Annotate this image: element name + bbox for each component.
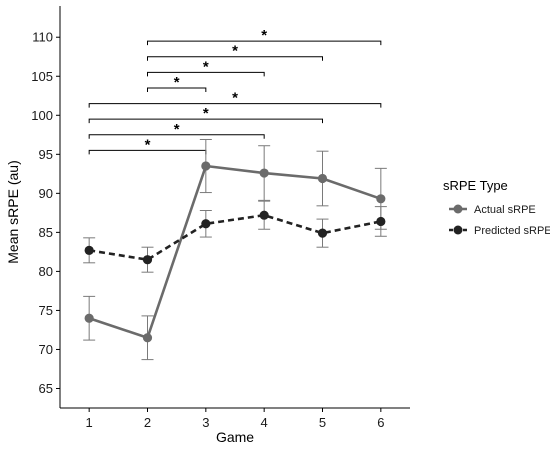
actual-srpe-point xyxy=(142,333,153,343)
legend-label-predicted: Predicted sRPE xyxy=(474,225,550,237)
significance-bracket xyxy=(88,103,382,108)
significance-star: * xyxy=(203,58,209,75)
significance-bracket xyxy=(147,87,207,92)
predicted-srpe-point xyxy=(259,210,269,220)
actual-srpe-point xyxy=(259,168,269,178)
y-tick-label: 105 xyxy=(31,69,53,84)
actual-srpe-point xyxy=(376,194,386,204)
predicted-srpe-point xyxy=(142,255,153,265)
y-tick-label: 65 xyxy=(39,381,53,396)
significance-bracket xyxy=(147,40,382,46)
significance-star: * xyxy=(145,136,151,153)
significance-star: * xyxy=(203,105,209,122)
predicted-srpe-point xyxy=(317,228,328,238)
y-tick-label: 90 xyxy=(39,186,53,201)
significance-bracket xyxy=(88,118,323,124)
actual-srpe-point xyxy=(201,161,211,171)
y-tick-label: 110 xyxy=(32,30,53,45)
y-ticks: 65 70 75 80 85 90 95 100 105 110 xyxy=(31,30,60,396)
y-axis-title: Mean sRPE (au) xyxy=(5,160,21,263)
significance-bracket xyxy=(147,56,323,61)
x-tick-label: 2 xyxy=(144,415,151,430)
y-tick-label: 85 xyxy=(39,225,53,240)
legend-key-predicted-point xyxy=(453,225,463,235)
significance-star: * xyxy=(261,27,267,44)
significance-bracket xyxy=(88,134,265,139)
significance-star: * xyxy=(174,121,180,138)
x-tick-label: 4 xyxy=(261,415,268,430)
axes xyxy=(59,6,410,409)
x-axis-title: Game xyxy=(216,429,254,445)
predicted-srpe-point xyxy=(376,216,386,227)
x-tick-label: 5 xyxy=(319,415,326,430)
y-tick-label: 95 xyxy=(39,147,53,162)
actual-srpe-point xyxy=(317,173,328,184)
significance-bracket xyxy=(147,71,265,77)
y-tick-label: 100 xyxy=(31,108,53,123)
x-tick-label: 1 xyxy=(86,415,93,430)
y-tick-label: 80 xyxy=(39,264,53,279)
x-ticks: 1 2 3 4 5 6 xyxy=(86,408,384,430)
x-tick-label: 3 xyxy=(202,415,209,430)
actual-srpe-point xyxy=(84,313,94,323)
significance-brackets: * * * * * * * * xyxy=(88,27,382,155)
predicted-srpe-line xyxy=(88,213,382,262)
series-layer xyxy=(83,138,387,361)
significance-star: * xyxy=(174,74,180,91)
y-tick-label: 70 xyxy=(39,342,53,357)
significance-star: * xyxy=(232,43,238,60)
predicted-srpe-point xyxy=(201,219,211,229)
legend-key-actual-point xyxy=(453,204,463,214)
predicted-srpe-point xyxy=(84,245,94,255)
legend: sRPE Type Actual sRPE Predicted sRPE xyxy=(443,178,550,237)
y-tick-label: 75 xyxy=(39,303,53,318)
legend-title: sRPE Type xyxy=(443,178,508,193)
x-tick-label: 6 xyxy=(377,415,384,430)
significance-star: * xyxy=(232,90,238,107)
actual-srpe-line xyxy=(88,164,382,340)
legend-label-actual: Actual sRPE xyxy=(474,204,536,216)
